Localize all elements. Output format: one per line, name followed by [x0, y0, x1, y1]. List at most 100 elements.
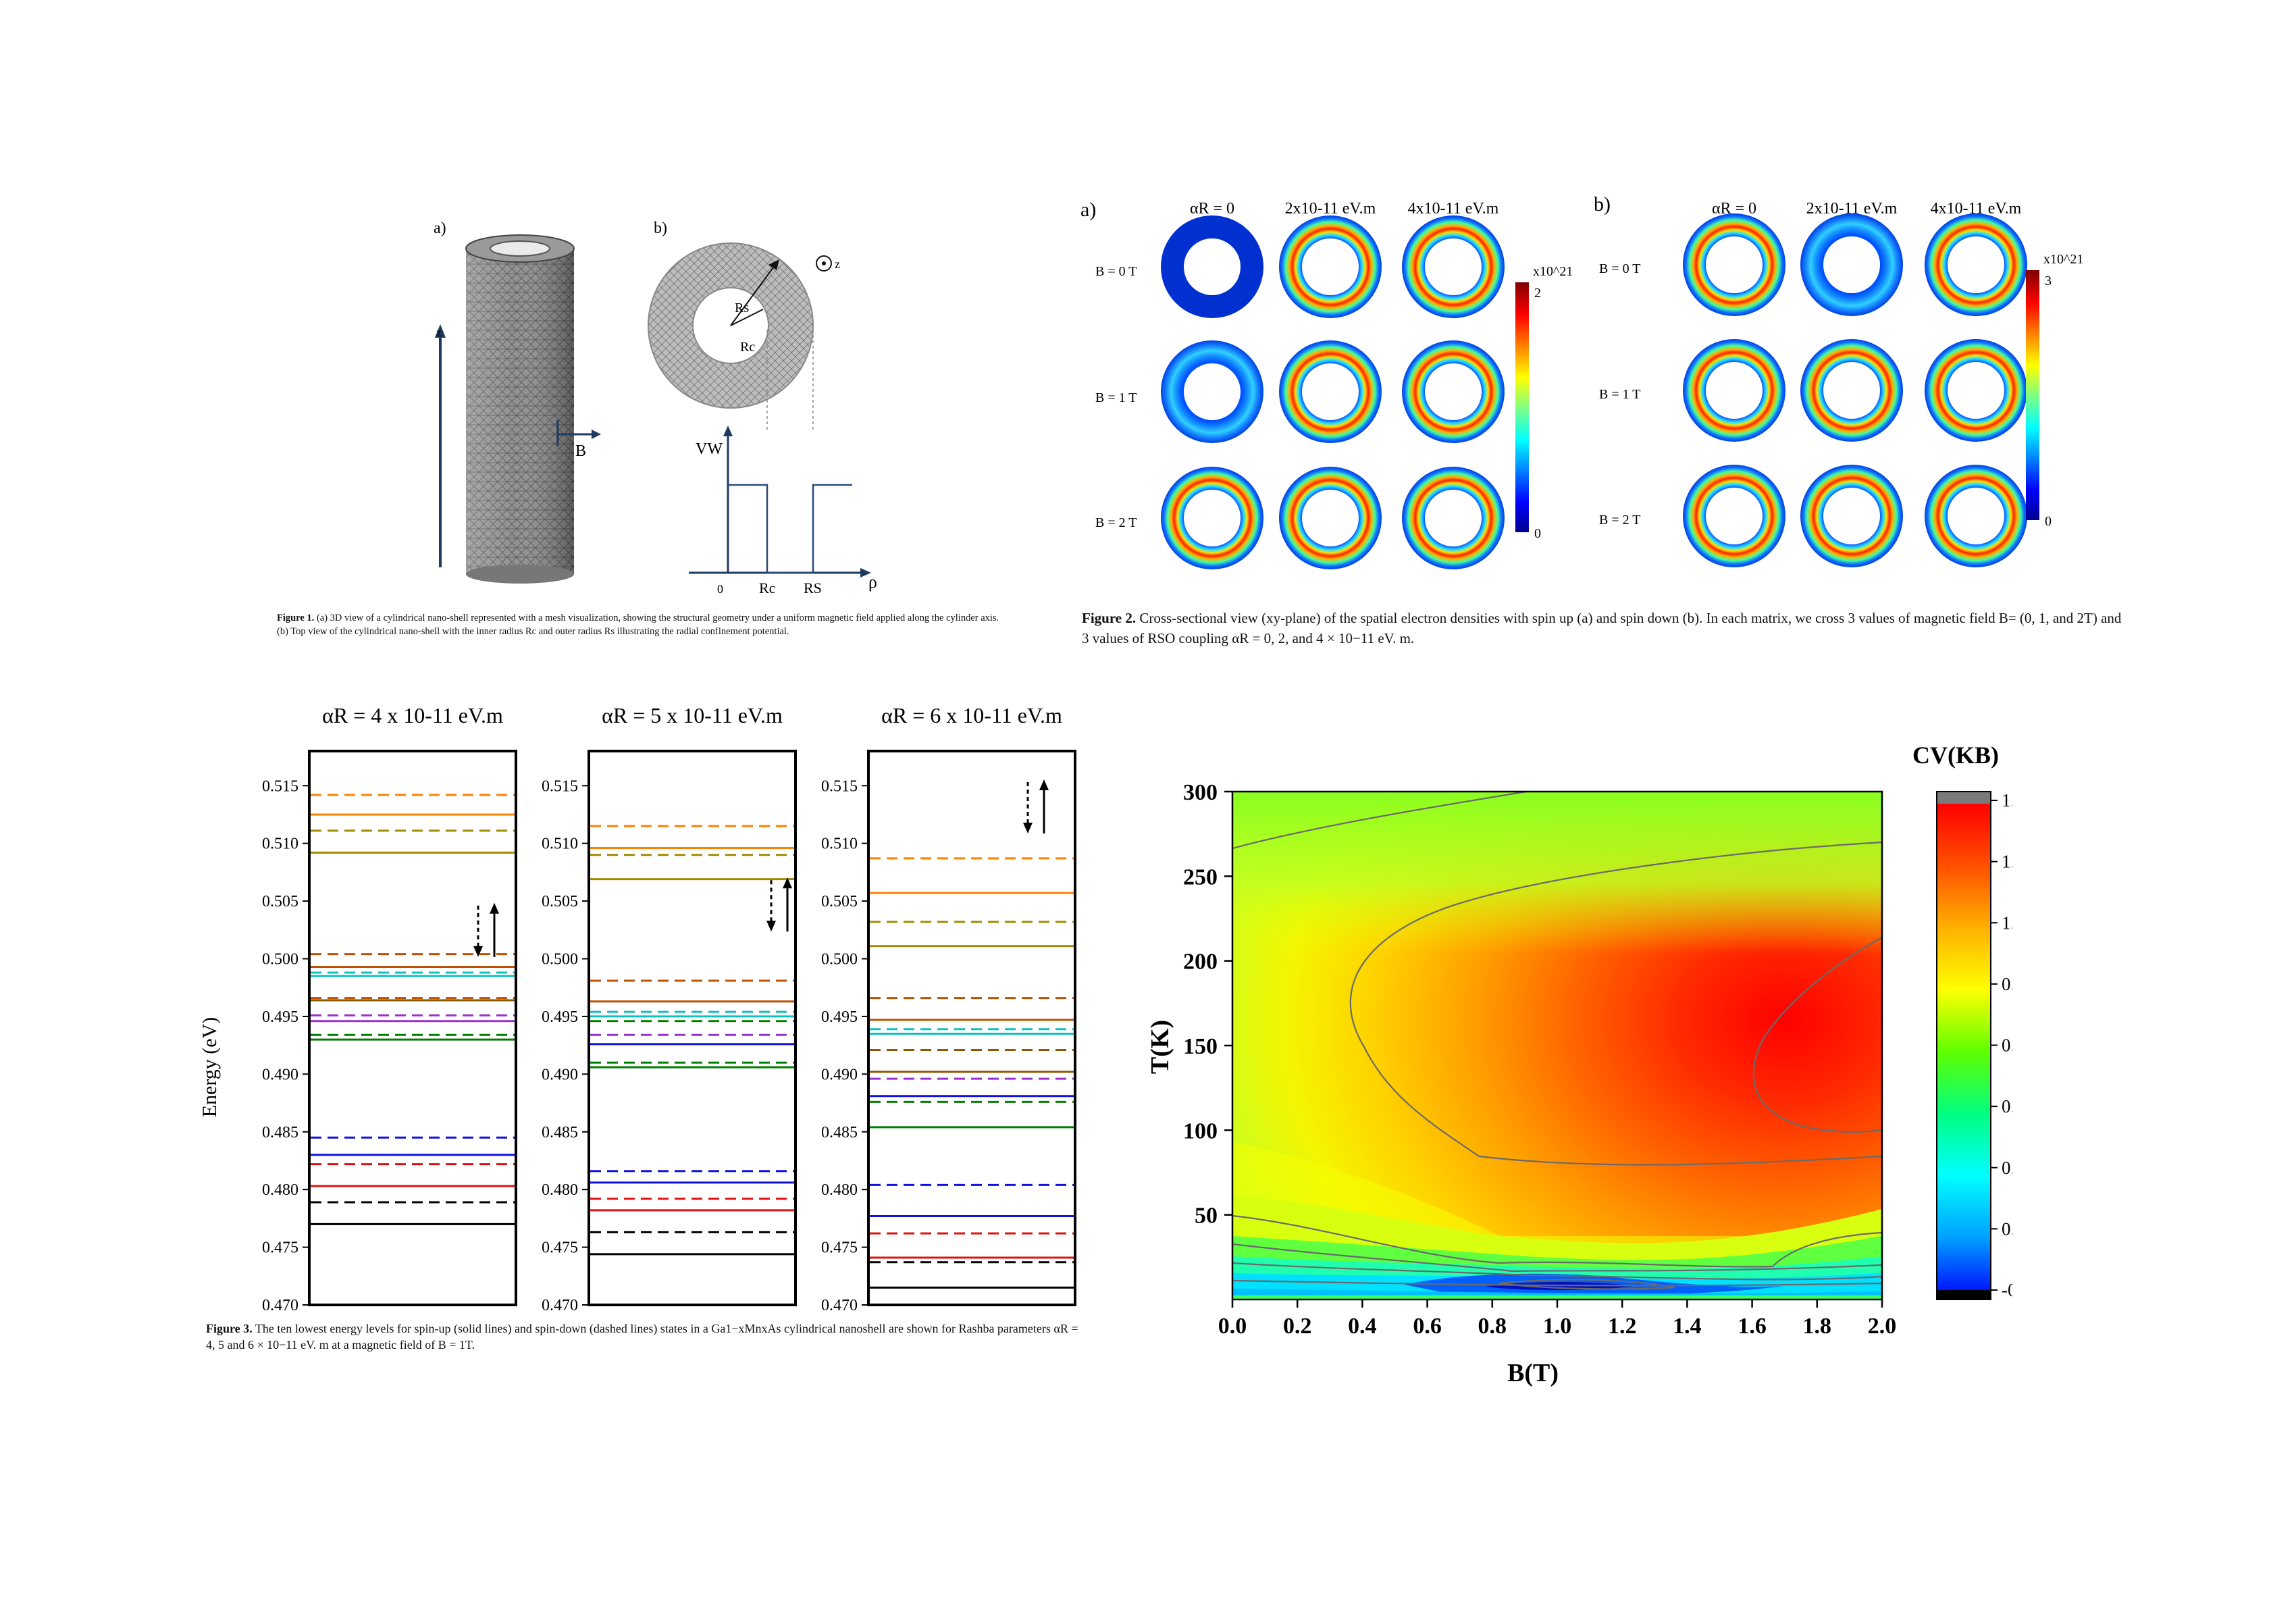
fig2-colorbar-b-exp: x10^21 — [2043, 252, 2083, 267]
cv-y-axis-label: T(K) — [1146, 1020, 1174, 1074]
vw-label: VW — [696, 440, 723, 458]
x-tick-label: 1.2 — [1608, 1314, 1637, 1339]
fig2-panel-b-label: b) — [1594, 193, 1611, 215]
odot-z-label: z — [835, 257, 840, 271]
figure-1: a) b) z B Rs Rc — [398, 203, 1006, 662]
figure-1-caption-label: Figure 1. — [277, 613, 315, 623]
density-ring — [1683, 339, 1785, 442]
colorbar-tick-label: 0.1575 — [2002, 1218, 2012, 1239]
cv-heatmap — [1232, 792, 1882, 1300]
y-tick-label: 250 — [1183, 865, 1218, 890]
fig3-y-axis-label: Energy (eV) — [199, 1017, 221, 1118]
colorbar-tick-label: 0.6750 — [2002, 1035, 2012, 1056]
fig2-row-label: B = 2 T — [1599, 513, 1640, 528]
density-ring — [1402, 340, 1505, 443]
fig2-col-header: 2x10-11 eV.m — [1285, 200, 1376, 217]
density-ring — [1800, 465, 1903, 567]
y-tick-label: 0.470 — [821, 1297, 858, 1314]
fig2-density-matrix-a — [1161, 215, 1505, 569]
colorbar-tick-label: 0.5025 — [2002, 1096, 2012, 1116]
y-tick-label: 0.480 — [821, 1181, 858, 1199]
cv-colorbar: CV(KB) 1.365 1.193 1.020 0.8475 0.6750 0.5025… — [1912, 742, 2067, 1300]
y-tick-label: 0.480 — [542, 1181, 578, 1199]
colorbar-tick-label: 1.020 — [2002, 912, 2012, 933]
fig1-panel-a-label: a) — [434, 220, 446, 237]
y-tick-label: 0.495 — [262, 1008, 298, 1026]
nanoshell-cylinder — [465, 234, 575, 584]
x-tick-label: 0.0 — [1218, 1314, 1247, 1339]
density-ring — [1161, 215, 1263, 318]
x-tick-label: 1.6 — [1738, 1314, 1767, 1339]
density-ring — [1683, 213, 1785, 316]
y-tick-label: 0.500 — [262, 951, 298, 969]
axis-zero-label: 0 — [717, 582, 723, 596]
y-tick-label: 0.495 — [821, 1008, 858, 1026]
fig2-row-labels-b: B = 0 T B = 1 T B = 2 T — [1599, 261, 1640, 528]
figure-3-graphic: Energy (eV) αR = 4 x 10-11 eV.m 0.515 0.51… — [199, 703, 1076, 1314]
fig2-col-header: αR = 0 — [1190, 200, 1234, 217]
y-tick-label: 50 — [1195, 1204, 1218, 1229]
spin-arrows-icon — [473, 902, 499, 957]
y-tick-label: 0.505 — [542, 893, 578, 910]
y-tick-label: 0.485 — [821, 1124, 858, 1141]
fig2-row-label: B = 1 T — [1599, 387, 1640, 402]
x-tick-label: 0.8 — [1478, 1314, 1507, 1339]
density-ring — [1279, 467, 1382, 569]
odot-icon — [816, 255, 832, 272]
b-field-label: B — [575, 442, 586, 460]
y-tick-label: 150 — [1183, 1034, 1218, 1059]
fig3-panel-title: αR = 5 x 10-11 eV.m — [602, 703, 783, 727]
fig1-panel-b-label: b) — [654, 220, 667, 237]
y-tick-label: 0.515 — [262, 777, 298, 795]
y-tick-label: 0.515 — [542, 777, 578, 795]
density-ring — [1800, 213, 1903, 316]
axis-rho-label: ρ — [868, 572, 877, 592]
density-ring — [1161, 467, 1263, 569]
y-tick-label: 0.495 — [542, 1008, 578, 1026]
colorbar-tick-label: 0.3300 — [2002, 1158, 2012, 1178]
fig2-row-label: B = 2 T — [1095, 515, 1137, 530]
figure-2-caption-text: Cross-sectional view (xy-plane) of the s… — [1082, 610, 2122, 646]
density-ring — [1279, 340, 1382, 443]
figure-2: a) b) αR = 0 2x10-11 eV.m 4x10-11 eV.m α… — [1080, 189, 2114, 608]
density-ring — [1925, 213, 2027, 316]
colorbar-tick-label: 0.8475 — [2002, 974, 2012, 994]
x-tick-label: 1.4 — [1673, 1314, 1702, 1339]
fig2-row-label: B = 0 T — [1095, 264, 1137, 279]
z-axis-label: z — [436, 326, 442, 339]
y-tick-label: 200 — [1183, 950, 1218, 975]
energy-level-panel: 0.515 0.510 0.505 0.500 0.495 0.490 0.485 0.480… — [262, 750, 517, 1314]
spin-arrows-icon — [1023, 779, 1049, 833]
figure-3-caption-text: The ten lowest energy levels for spin-up… — [206, 1322, 1078, 1352]
density-ring — [1402, 215, 1505, 318]
x-tick-label: 0.2 — [1283, 1314, 1312, 1339]
x-tick-label: 1.8 — [1803, 1314, 1832, 1339]
fig3-panel-title: αR = 6 x 10-11 eV.m — [881, 703, 1062, 727]
axis-rc-label: Rc — [759, 580, 776, 596]
y-tick-label: 0.470 — [262, 1297, 298, 1314]
fig2-colorbar-b: x10^21 3 0 — [2026, 252, 2083, 529]
figure-4: 0.0 0.2 0.4 0.6 0.8 1.0 1.2 1.4 1.6 1.8 2.0 300 250 2… — [1121, 723, 2067, 1391]
figure-3-caption-label: Figure 3. — [206, 1322, 253, 1335]
y-tick-label: 300 — [1183, 780, 1218, 805]
figure-3-caption: Figure 3. The ten lowest energy levels f… — [206, 1320, 1084, 1353]
fig3-panel-title: αR = 4 x 10-11 eV.m — [322, 703, 503, 727]
b-field-arrow — [556, 420, 601, 446]
y-tick-label: 0.500 — [542, 951, 578, 969]
density-ring — [1800, 339, 1903, 442]
colorbar-tick-label: 1.193 — [2002, 852, 2012, 872]
fig2-colorbar-b-max: 3 — [2045, 274, 2052, 288]
fig2-row-labels-a: B = 0 T B = 1 T B = 2 T — [1095, 264, 1137, 530]
fig2-colorbar-a-min: 0 — [1534, 526, 1541, 541]
figure-1-graphic: a) b) z B Rs Rc — [434, 220, 877, 596]
density-ring — [1925, 339, 2027, 442]
z-axis-arrow — [435, 324, 446, 567]
y-tick-label: 0.475 — [262, 1239, 298, 1257]
y-tick-label: 0.490 — [542, 1066, 578, 1083]
y-tick-label: 0.510 — [821, 835, 858, 853]
y-tick-label: 0.475 — [542, 1239, 578, 1257]
figure-1-caption: Figure 1. (a) 3D view of a cylindrical n… — [277, 611, 1006, 638]
spin-arrows-icon — [766, 877, 792, 932]
y-tick-label: 0.485 — [542, 1124, 578, 1141]
fig2-row-label: B = 0 T — [1599, 261, 1640, 276]
